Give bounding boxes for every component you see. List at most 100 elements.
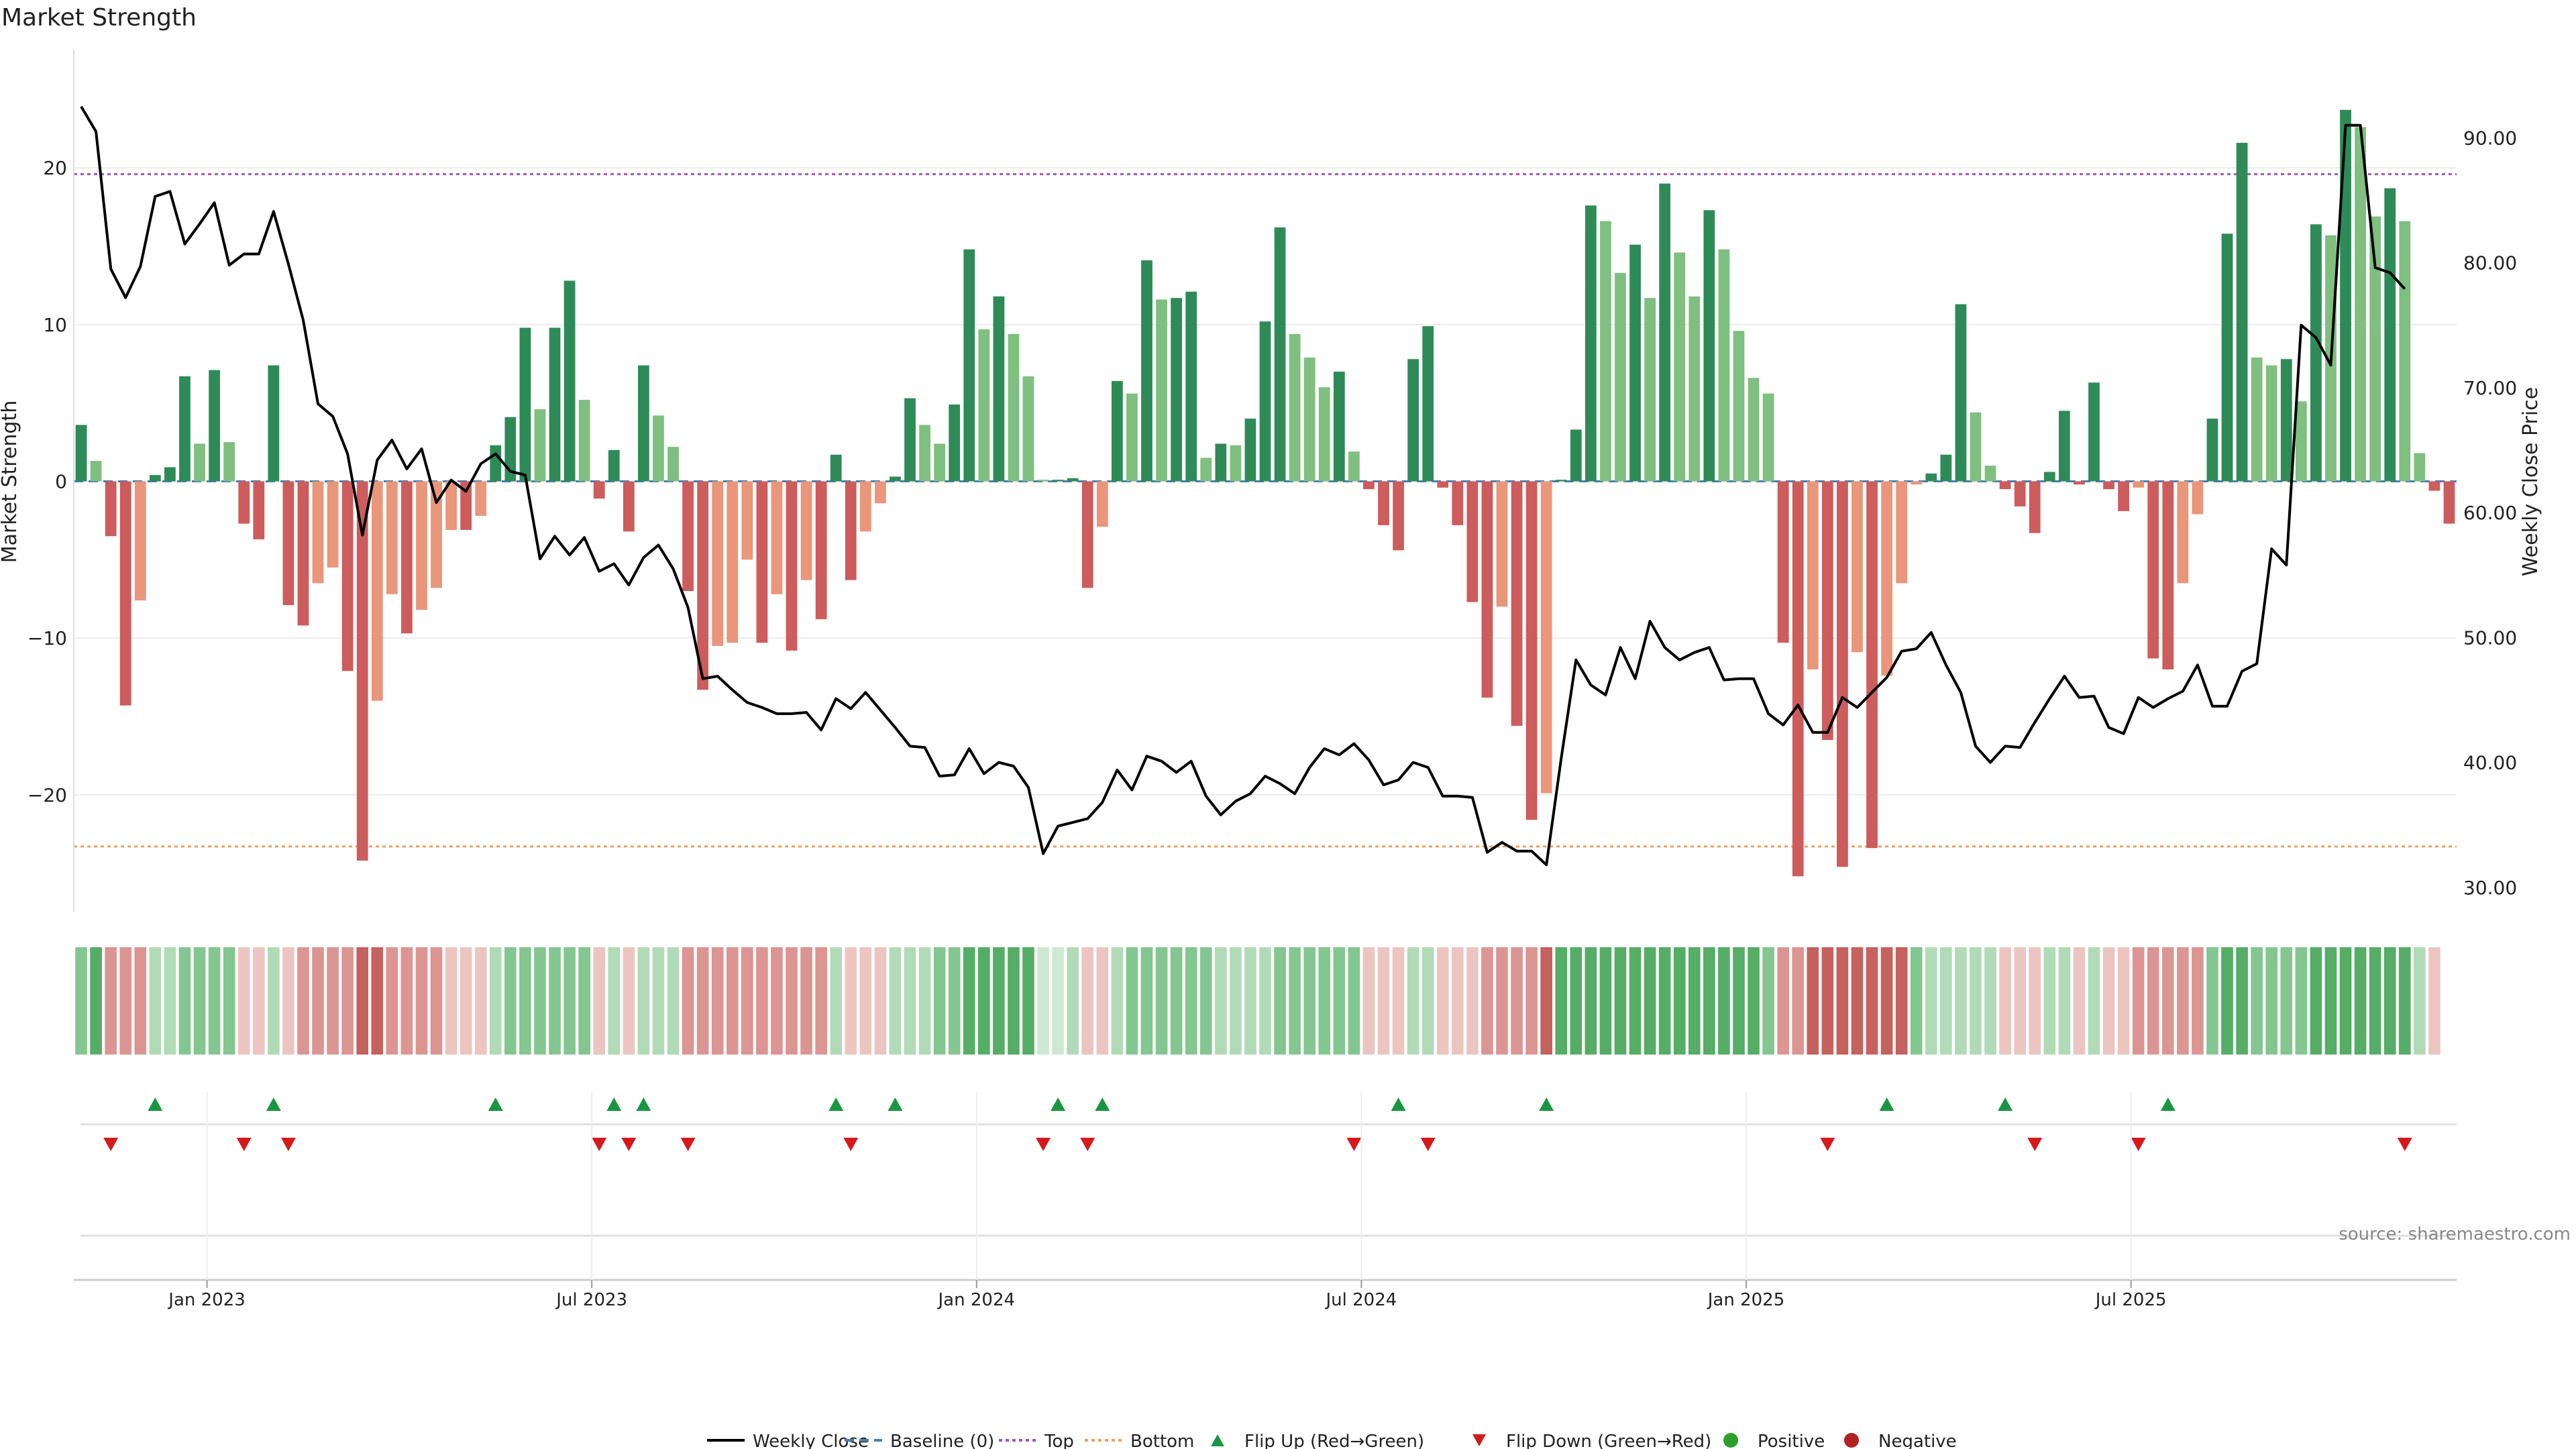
heat-cell <box>1289 947 1301 1055</box>
heat-cell <box>1821 947 1834 1055</box>
x-tick-label: Jan 2023 <box>167 1290 246 1310</box>
strength-bar <box>1970 412 1982 482</box>
strength-bar <box>312 481 324 584</box>
strength-bar <box>800 481 812 580</box>
strength-bar <box>2414 453 2426 482</box>
strength-bar <box>771 481 783 594</box>
strength-bar <box>1570 429 1582 482</box>
heat-cell <box>1481 947 1493 1055</box>
heat-cell <box>2029 947 2041 1055</box>
strength-bar <box>2280 359 2292 482</box>
strength-bar <box>519 327 531 482</box>
strength-bar <box>504 417 517 482</box>
flip-up-marker <box>1051 1097 1066 1111</box>
y2-tick-label: 50.00 <box>2463 627 2517 649</box>
heat-cell <box>2014 947 2026 1055</box>
y-axis-label: Market Strength <box>0 400 21 563</box>
strength-bar <box>963 249 975 482</box>
strength-bar <box>534 409 546 482</box>
strength-bar <box>1067 478 1079 482</box>
legend-flip-down-swatch <box>1472 1434 1486 1446</box>
strength-bar <box>2118 481 2129 511</box>
strength-bar <box>653 415 664 482</box>
heat-cell <box>1644 947 1656 1055</box>
strength-bar <box>105 481 117 537</box>
strength-bar <box>2029 481 2041 533</box>
heat-cell <box>859 947 872 1055</box>
heat-cell <box>963 947 975 1055</box>
heat-cell <box>1022 947 1034 1055</box>
heat-cell <box>1214 947 1227 1055</box>
strength-bar <box>1644 298 1656 482</box>
strength-bar <box>1688 296 1701 482</box>
strength-bar <box>134 481 146 601</box>
y2-tick-label: 30.00 <box>2463 877 2517 899</box>
heat-cell <box>1807 947 1819 1055</box>
strength-bar <box>341 481 354 672</box>
strength-bar <box>1807 481 1819 669</box>
heat-cell <box>1629 947 1642 1055</box>
flip-up-marker <box>1095 1097 1110 1111</box>
strength-bar <box>1303 357 1316 482</box>
heat-cell <box>1333 947 1346 1055</box>
strength-bar <box>2133 481 2145 488</box>
flip-up-marker <box>606 1097 622 1111</box>
heat-cell <box>667 947 680 1055</box>
strength-bar <box>978 329 990 482</box>
x-tick-label: Jul 2025 <box>2094 1290 2167 1310</box>
heat-cell <box>2236 947 2248 1055</box>
heat-cell <box>1984 947 1996 1055</box>
heat-cell <box>504 947 517 1055</box>
strength-bar <box>1911 481 1923 485</box>
strength-bar <box>1481 481 1493 698</box>
heat-cell <box>252 947 265 1055</box>
flip-up-marker <box>266 1097 281 1111</box>
strength-bar <box>1037 480 1049 482</box>
legend-flip-up-swatch <box>1211 1434 1224 1446</box>
strength-bar <box>1525 481 1538 820</box>
strength-bar <box>179 376 191 482</box>
heat-cell <box>1052 947 1064 1055</box>
legend: Weekly Close Baseline (0) Top Bottom Flip Up… <box>707 1432 1957 1449</box>
flip-up-marker <box>2160 1097 2176 1111</box>
heat-cell <box>1599 947 1612 1055</box>
flip-markers <box>80 1097 2457 1237</box>
heat-cell <box>845 947 857 1055</box>
chart-title: Market Strength <box>1 4 197 32</box>
heat-cell <box>1037 947 1049 1055</box>
heat-cell <box>771 947 783 1055</box>
heat-cell <box>2251 947 2263 1055</box>
heat-cell <box>90 947 102 1055</box>
heat-cell <box>1688 947 1701 1055</box>
strength-bar <box>667 447 679 482</box>
y2-tick-label: 40.00 <box>2463 752 2517 774</box>
strength-bar <box>1792 481 1804 877</box>
heat-cell <box>1303 947 1316 1055</box>
heat-cell <box>430 947 443 1055</box>
heat-cell <box>1866 947 1878 1055</box>
heat-cell <box>2043 947 2056 1055</box>
heat-cell <box>948 947 961 1055</box>
y2-axis-label: Weekly Close Price <box>2519 387 2542 576</box>
heat-cell <box>1348 947 1360 1055</box>
strength-bar <box>1821 481 1833 740</box>
strength-bar <box>297 481 309 626</box>
heat-cell <box>993 947 1005 1055</box>
strength-bar <box>209 370 220 482</box>
flip-down-marker <box>236 1138 252 1151</box>
strength-bar <box>2074 481 2085 485</box>
strength-bar <box>1008 333 1020 482</box>
heat-cell <box>2280 947 2293 1055</box>
heat-cell <box>1140 947 1153 1055</box>
strength-bar <box>2443 481 2455 524</box>
strength-bar <box>223 442 235 482</box>
y2-tick-label: 80.00 <box>2463 252 2517 274</box>
heat-cell <box>1910 947 1923 1055</box>
heat-cell <box>2161 947 2174 1055</box>
strength-bar <box>119 481 131 706</box>
heat-cell <box>874 947 887 1055</box>
strength-bar <box>1393 481 1404 551</box>
legend-negative-swatch <box>1844 1433 1859 1448</box>
strength-bar <box>1674 252 1686 482</box>
legend-flip-down-label: Flip Down (Green→Red) <box>1506 1432 1711 1449</box>
